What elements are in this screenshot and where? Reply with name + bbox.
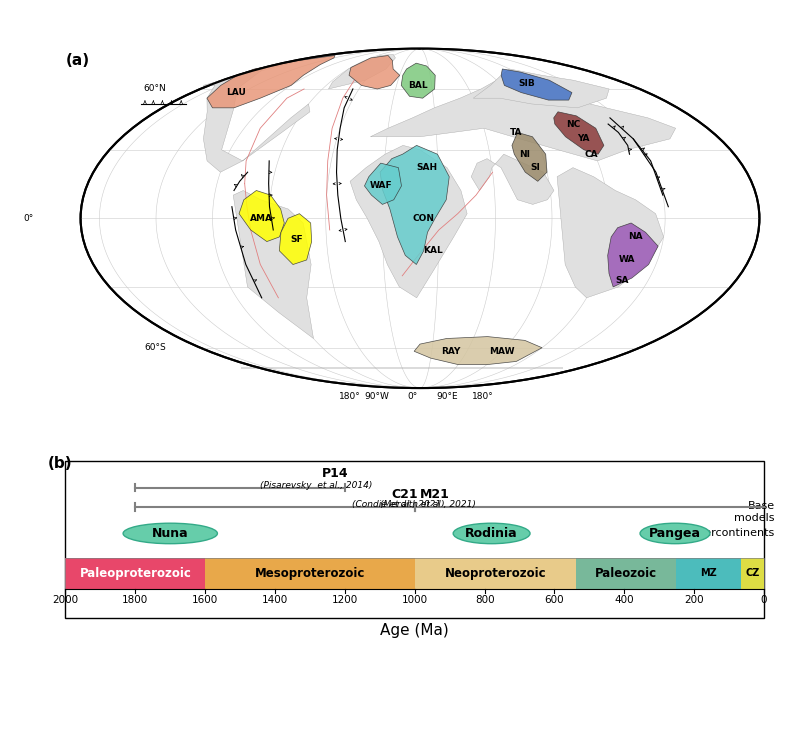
Text: Neoproterozoic: Neoproterozoic bbox=[445, 567, 546, 579]
Text: (Pisarevsky  et al., 2014): (Pisarevsky et al., 2014) bbox=[261, 481, 373, 490]
Text: YA: YA bbox=[577, 134, 590, 143]
Text: TA: TA bbox=[510, 128, 522, 137]
Polygon shape bbox=[557, 168, 664, 298]
Polygon shape bbox=[370, 81, 676, 161]
Text: 180°: 180° bbox=[339, 392, 361, 401]
Text: 400: 400 bbox=[614, 595, 634, 605]
Text: SI: SI bbox=[530, 163, 540, 172]
Text: 2000: 2000 bbox=[53, 595, 78, 605]
Text: C21: C21 bbox=[392, 488, 418, 501]
Text: 0°: 0° bbox=[23, 214, 34, 223]
Text: NI: NI bbox=[519, 150, 530, 159]
Text: CA: CA bbox=[584, 150, 598, 159]
Polygon shape bbox=[554, 112, 604, 154]
Text: CZ: CZ bbox=[746, 568, 760, 578]
Text: 0°: 0° bbox=[407, 392, 418, 401]
Text: 60°S: 60°S bbox=[145, 343, 166, 353]
Text: 180°: 180° bbox=[471, 392, 494, 401]
Text: Pangea: Pangea bbox=[649, 527, 701, 540]
Polygon shape bbox=[365, 163, 402, 205]
Text: SIB: SIB bbox=[518, 79, 535, 88]
Text: 1200: 1200 bbox=[332, 595, 358, 605]
Polygon shape bbox=[329, 55, 395, 89]
Text: 90°W: 90°W bbox=[365, 392, 390, 401]
Ellipse shape bbox=[81, 49, 759, 388]
Text: Paleoproterozoic: Paleoproterozoic bbox=[79, 567, 191, 579]
Bar bbox=[66, 557, 764, 589]
Text: Age (Ma): Age (Ma) bbox=[380, 623, 449, 638]
Polygon shape bbox=[239, 191, 284, 242]
Text: NA: NA bbox=[628, 233, 643, 242]
Bar bbox=[205, 557, 414, 589]
Text: KAL: KAL bbox=[423, 246, 443, 255]
Text: 0: 0 bbox=[761, 595, 767, 605]
Text: Nuna: Nuna bbox=[152, 527, 189, 540]
Polygon shape bbox=[608, 223, 658, 287]
Text: Base
models: Base models bbox=[734, 501, 774, 522]
Ellipse shape bbox=[640, 523, 710, 544]
Ellipse shape bbox=[453, 523, 530, 544]
Ellipse shape bbox=[123, 523, 218, 544]
Text: BAL: BAL bbox=[408, 81, 427, 90]
Text: Mesoproterozoic: Mesoproterozoic bbox=[254, 567, 365, 579]
Bar bbox=[576, 557, 676, 589]
Text: WAF: WAF bbox=[370, 181, 393, 191]
Polygon shape bbox=[501, 69, 572, 100]
Text: RAY: RAY bbox=[441, 347, 460, 355]
Text: MZ: MZ bbox=[700, 568, 717, 578]
Text: P14: P14 bbox=[322, 467, 348, 480]
Polygon shape bbox=[207, 55, 335, 108]
Polygon shape bbox=[512, 132, 547, 181]
Text: MAW: MAW bbox=[490, 347, 514, 355]
Bar bbox=[66, 461, 764, 618]
Text: SA: SA bbox=[615, 276, 629, 285]
Text: Paleozoic: Paleozoic bbox=[595, 567, 657, 579]
Polygon shape bbox=[414, 336, 542, 364]
Text: (Merdith et al., 2021): (Merdith et al., 2021) bbox=[380, 500, 476, 509]
Text: CON: CON bbox=[413, 214, 434, 223]
Polygon shape bbox=[402, 63, 435, 98]
Text: 1600: 1600 bbox=[192, 595, 218, 605]
Polygon shape bbox=[203, 69, 310, 172]
Bar bbox=[414, 557, 576, 589]
Polygon shape bbox=[349, 55, 400, 89]
Text: WA: WA bbox=[618, 256, 635, 265]
Bar bbox=[676, 557, 741, 589]
Text: 1800: 1800 bbox=[122, 595, 149, 605]
Text: LAU: LAU bbox=[226, 88, 246, 97]
Text: M21: M21 bbox=[420, 488, 450, 501]
Text: 600: 600 bbox=[545, 595, 564, 605]
Text: (a): (a) bbox=[66, 52, 90, 68]
Text: 1400: 1400 bbox=[262, 595, 288, 605]
Text: 200: 200 bbox=[684, 595, 704, 605]
Text: 60°N: 60°N bbox=[144, 84, 166, 93]
Polygon shape bbox=[471, 154, 554, 205]
Text: (Condie et al., 2021): (Condie et al., 2021) bbox=[352, 500, 445, 509]
Polygon shape bbox=[234, 191, 314, 338]
Text: 800: 800 bbox=[475, 595, 494, 605]
Text: AMA: AMA bbox=[250, 214, 273, 223]
Polygon shape bbox=[279, 214, 312, 265]
Text: (b): (b) bbox=[48, 456, 73, 471]
Text: Supercontinents: Supercontinents bbox=[683, 528, 774, 539]
Polygon shape bbox=[380, 146, 450, 265]
Text: Rodinia: Rodinia bbox=[466, 527, 518, 540]
Text: SF: SF bbox=[290, 235, 303, 244]
Bar bbox=[741, 557, 764, 589]
Text: SAH: SAH bbox=[417, 163, 438, 172]
Text: 1000: 1000 bbox=[402, 595, 428, 605]
Polygon shape bbox=[350, 146, 467, 298]
Bar bbox=[66, 557, 205, 589]
Text: NC: NC bbox=[566, 120, 581, 129]
Polygon shape bbox=[474, 69, 609, 108]
Text: 90°E: 90°E bbox=[437, 392, 458, 401]
